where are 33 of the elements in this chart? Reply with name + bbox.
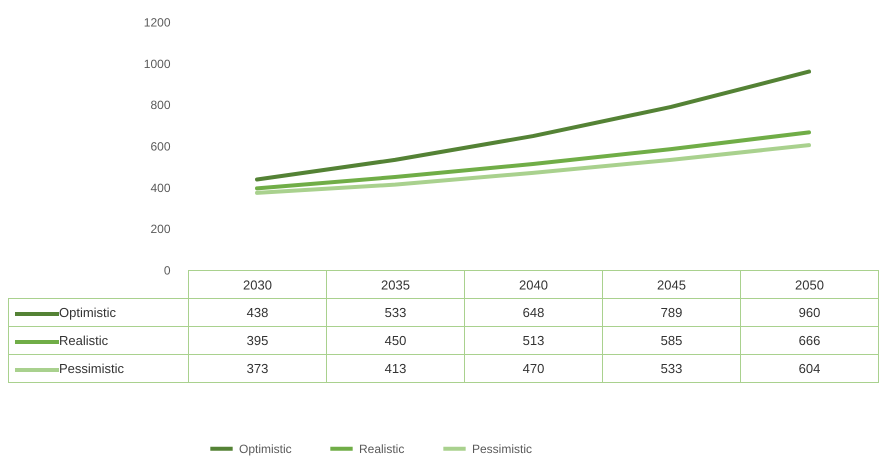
text: Realistic <box>359 442 404 456</box>
legend-label: Realistic <box>59 333 108 348</box>
y-tick-label: 200 <box>150 222 171 236</box>
x-tick-label: 2040 <box>519 278 548 292</box>
x-tick-label: 2030 <box>243 278 272 292</box>
y-tick-label: 1200 <box>144 16 171 30</box>
data-label: 789 <box>602 298 740 326</box>
data-label: 604 <box>740 354 878 382</box>
data-label: 450 <box>326 326 464 354</box>
legend-label: Pessimistic <box>59 361 124 376</box>
data-label: 413 <box>326 354 464 382</box>
x-tick-label: 2045 <box>657 278 686 292</box>
y-tick-label: 0 <box>164 264 171 278</box>
data-label: 533 <box>326 298 464 326</box>
data-label: 648 <box>464 298 602 326</box>
data-label: 533 <box>602 354 740 382</box>
y-tick-label: 600 <box>150 140 171 154</box>
data-label: 585 <box>602 326 740 354</box>
data-label: 470 <box>464 354 602 382</box>
x-tick-label: 2035 <box>381 278 410 292</box>
y-tick-label: 400 <box>150 180 171 195</box>
x-tick-label: 2050 <box>795 278 824 292</box>
y-tick-label: 800 <box>150 98 171 112</box>
data-label: 438 <box>188 298 326 326</box>
legend-label: Optimistic <box>59 305 116 320</box>
text: Optimistic <box>239 442 292 456</box>
y-tick-label: 1000 <box>144 56 171 71</box>
data-label: 666 <box>740 326 878 354</box>
data-label: 395 <box>188 326 326 354</box>
text: Pessimistic <box>472 442 532 456</box>
data-label: 513 <box>464 326 602 354</box>
data-label: 373 <box>188 354 326 382</box>
data-label: 960 <box>740 298 878 326</box>
